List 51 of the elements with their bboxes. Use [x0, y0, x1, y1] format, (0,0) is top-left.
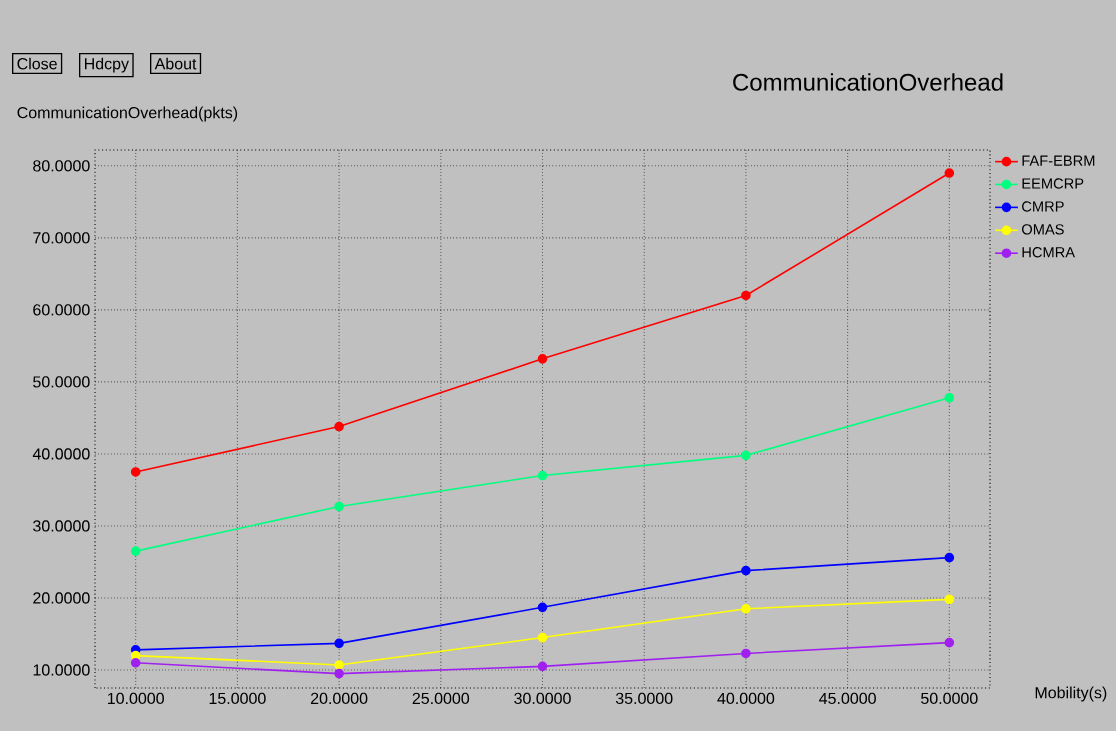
x-tick-label: 35.0000	[615, 692, 673, 705]
y-tick-label: 60.0000	[33, 304, 90, 316]
x-tick-label: 15.0000	[209, 692, 266, 705]
point	[944, 637, 955, 648]
point	[537, 602, 548, 613]
point	[537, 661, 548, 672]
point	[741, 648, 751, 659]
point	[334, 421, 344, 432]
legend-label: EEMCRP	[1022, 178, 1084, 189]
point	[537, 632, 548, 643]
y-tick-label: 30.0000	[33, 520, 90, 532]
y-axis-title: CommunicationOverhead(pkts)	[17, 106, 238, 122]
legend-label: HCMRA	[1022, 247, 1076, 258]
y-tick-label: 10.0000	[33, 664, 90, 676]
point	[741, 603, 751, 614]
x-axis-title: Mobility(s)	[1035, 686, 1107, 702]
legend-label: FAF-EBRM	[1022, 155, 1095, 166]
text: Close	[17, 57, 57, 70]
text: About	[154, 57, 197, 70]
point	[944, 594, 955, 605]
x-tick-label: 25.0000	[412, 692, 470, 705]
point	[741, 565, 751, 576]
point	[537, 470, 548, 481]
point	[334, 638, 344, 649]
chart-title: CommunicationOverhead	[733, 73, 1003, 91]
point	[944, 392, 955, 403]
point	[334, 501, 344, 512]
x-tick-label: 45.0000	[819, 692, 876, 705]
y-tick-label: 20.0000	[33, 592, 90, 604]
point	[334, 668, 344, 679]
x-tick-label: 40.0000	[717, 692, 775, 705]
point	[944, 168, 955, 178]
x-tick-label: 50.0000	[921, 692, 978, 705]
point	[741, 450, 751, 461]
x-tick-label: 20.0000	[310, 692, 368, 705]
x-tick-label: 30.0000	[514, 692, 571, 705]
y-tick-label: 80.0000	[33, 160, 90, 172]
point	[944, 552, 955, 563]
legend-label: OMAS	[1022, 224, 1064, 235]
legend-label: CMRP	[1022, 201, 1064, 212]
point	[130, 467, 141, 477]
x-tick-label: 10.0000	[107, 692, 164, 705]
point	[334, 660, 344, 670]
text: Hdcpy	[84, 57, 129, 73]
y-tick-label: 50.0000	[33, 376, 90, 388]
y-tick-label: 40.0000	[32, 448, 90, 460]
y-tick-label: 70.0000	[33, 232, 90, 244]
point	[537, 354, 548, 364]
point	[130, 657, 141, 668]
point	[741, 290, 751, 301]
point	[130, 546, 141, 556]
